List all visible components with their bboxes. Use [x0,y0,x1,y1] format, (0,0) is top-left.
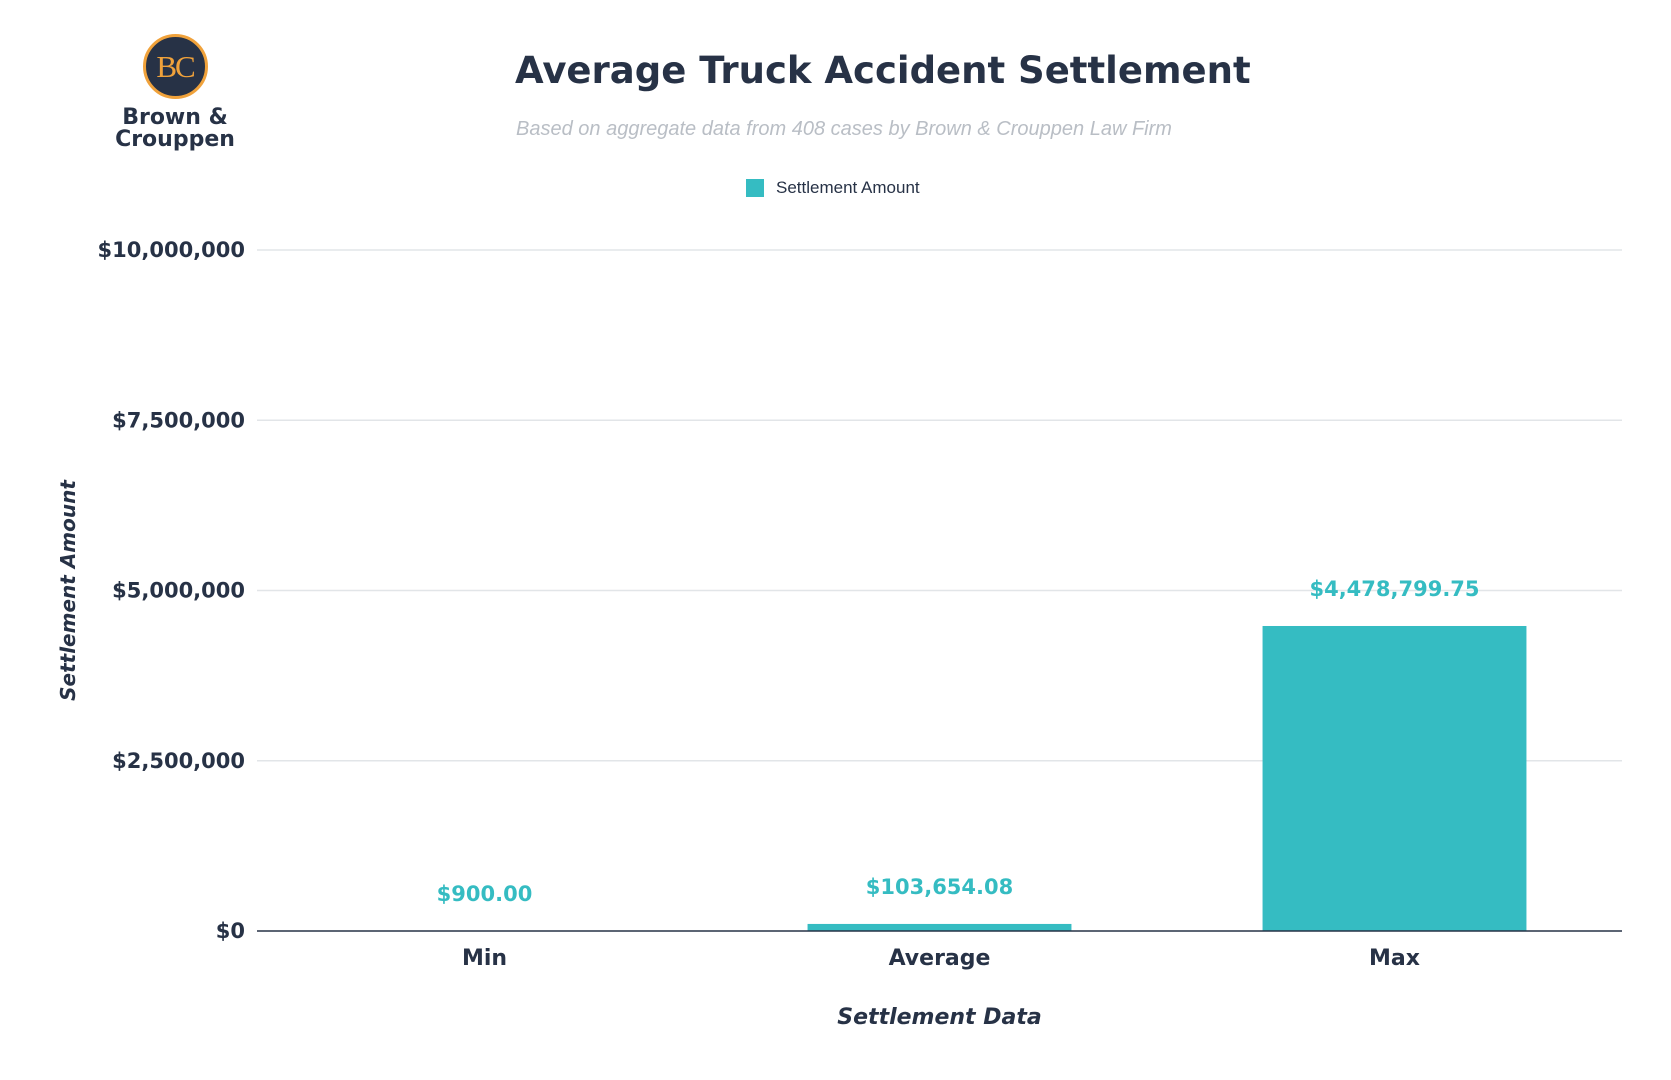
bar-average [807,923,1072,931]
x-tick-label-max: Max [1369,946,1420,971]
x-axis-ticks: Min Average Max [462,946,1420,971]
y-axis-title: Settlement Amount [56,479,80,701]
y-tick-label: $2,500,000 [112,749,245,773]
x-axis-title: Settlement Data [837,1005,1041,1030]
logo-wordmark: Brown & Crouppen [108,107,242,151]
logo-badge: BC [142,34,208,99]
logo-initials: BC [156,49,195,84]
x-tick-label-min: Min [462,946,507,971]
data-label-min: $900.00 [437,882,533,906]
logo-line-2: Crouppen [115,127,235,152]
y-tick-label: $5,000,000 [112,579,245,603]
legend-swatch [746,179,764,197]
chart-subtitle: Based on aggregate data from 408 cases b… [516,118,1172,140]
logo-line-1: Brown & [122,105,228,130]
legend-label: Settlement Amount [776,178,920,197]
x-tick-label-average: Average [889,946,991,971]
y-tick-label: $0 [216,919,245,943]
chart-legend: Settlement Amount [746,178,920,198]
y-axis-ticks: $0 $2,500,000 $5,000,000 $7,500,000 $10,000,… [98,238,245,943]
bar-max [1262,625,1527,931]
chart-title: Average Truck Accident Settlement [515,49,1251,92]
bars [352,625,1527,931]
y-tick-label: $10,000,000 [98,238,245,262]
data-label-average: $103,654.08 [866,875,1013,899]
brand-logo: BC Brown & Crouppen [108,34,242,151]
data-labels: $900.00 $103,654.08 $4,478,799.75 [437,577,1480,906]
data-label-max: $4,478,799.75 [1309,577,1479,601]
y-tick-label: $7,500,000 [112,408,245,432]
